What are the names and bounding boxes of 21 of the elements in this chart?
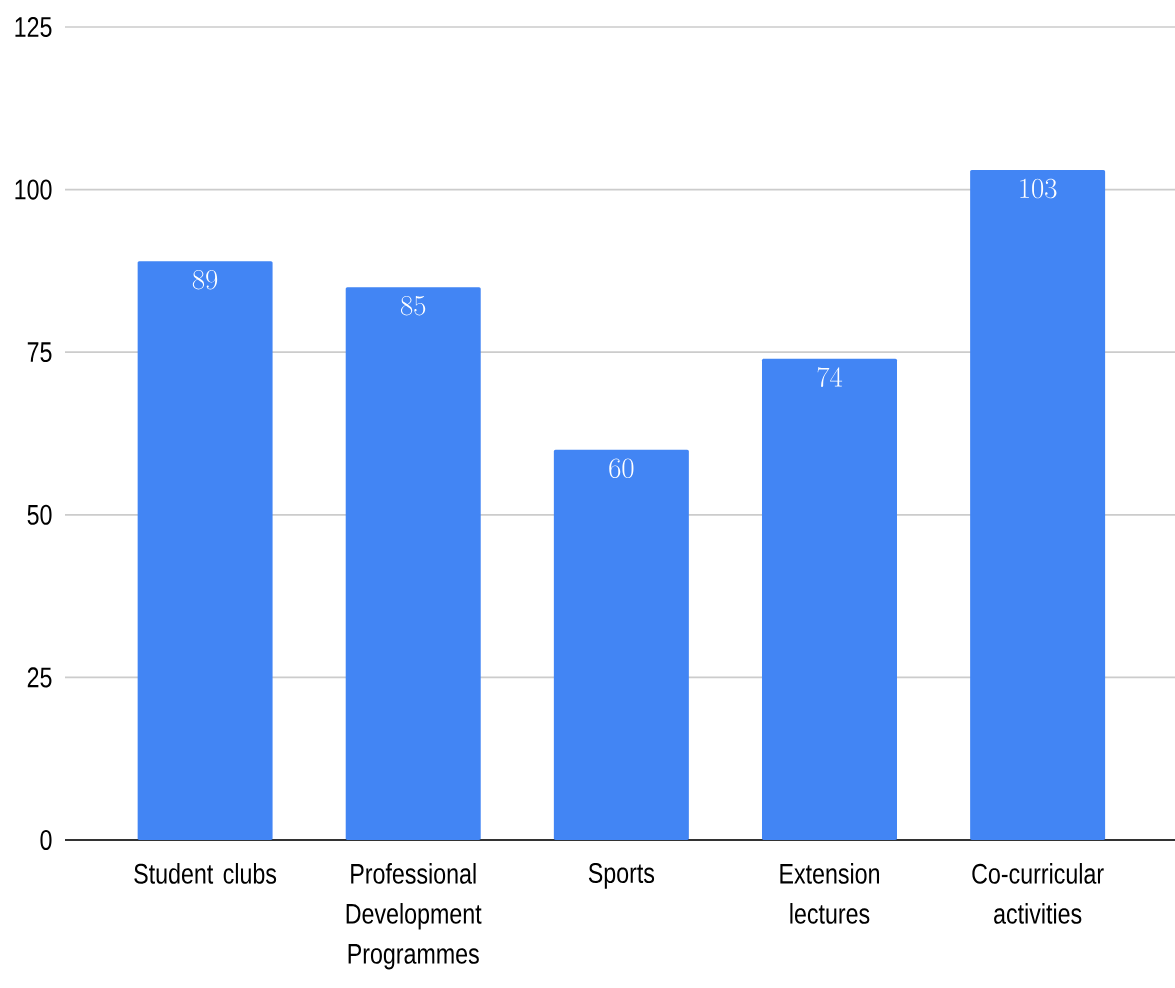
x-tick-label: Student clubs [134,863,277,884]
y-tick-label: 50 [27,504,52,525]
bar [970,170,1106,840]
data-label: 89 [192,269,218,290]
bar [137,261,273,840]
data-label: 103 [1020,178,1057,199]
data-label: 85 [400,295,426,316]
data-label: 60 [609,458,634,479]
bar [762,358,897,840]
y-tick-label: 125 [15,16,52,38]
y-tick-label: 100 [15,179,52,200]
x-tick-label: Professional Development Programmes [346,863,482,970]
y-tick-label: 25 [27,667,52,688]
x-tick-label: Extension lectures [780,863,879,924]
data-label: 74 [817,366,843,387]
bar [553,449,689,840]
x-tick-label: Co-curricular activities [972,863,1104,924]
y-tick-label: 75 [27,342,52,363]
bar [345,287,481,840]
y-tick-label: 0 [40,829,52,851]
x-tick-label: Sports [588,863,655,889]
